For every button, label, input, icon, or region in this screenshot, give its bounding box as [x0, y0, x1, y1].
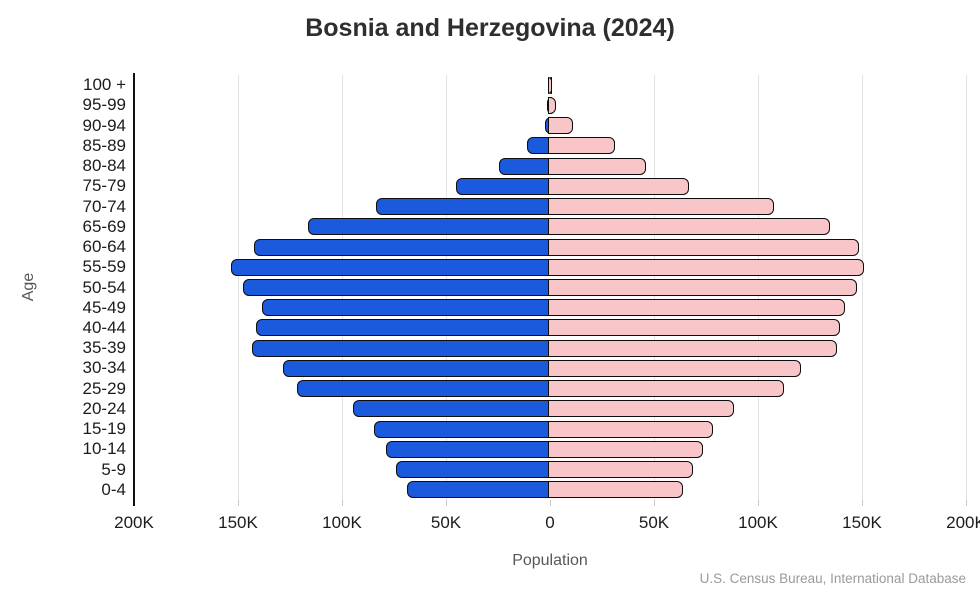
bar-female-30-34 [548, 359, 801, 377]
bar-male-0-4 [406, 481, 552, 499]
age-label-40-44: 40-44 [82, 317, 126, 337]
x-tick-mark-3 [446, 500, 447, 506]
bar-female-60-64 [548, 238, 859, 256]
x-tick-mark-4 [550, 500, 551, 506]
bar-female-55-59 [548, 258, 865, 276]
x-tick-mark-8 [966, 500, 967, 506]
x-tick-mark-7 [862, 500, 863, 506]
age-label-70-74: 70-74 [82, 196, 126, 216]
age-label-60-64: 60-64 [82, 237, 126, 257]
bar-female-25-29 [548, 380, 784, 398]
bar-female-65-69 [548, 218, 830, 236]
bar-female-5-9 [548, 461, 694, 479]
bar-male-60-64 [253, 238, 552, 256]
age-label-50-54: 50-54 [82, 277, 126, 297]
x-tick-mark-6 [758, 500, 759, 506]
bar-female-0-4 [548, 481, 684, 499]
age-label-10-14: 10-14 [82, 439, 126, 459]
bar-female-100+ [548, 76, 553, 94]
age-label-65-69: 65-69 [82, 216, 126, 236]
age-label-45-49: 45-49 [82, 297, 126, 317]
x-axis-title: Population [512, 552, 588, 569]
x-tick-label-6: 100K [738, 513, 778, 532]
bar-female-45-49 [548, 299, 846, 317]
gridline-150K [862, 75, 863, 500]
age-label-85-89: 85-89 [82, 135, 126, 155]
bar-female-95-99 [548, 96, 556, 114]
bar-female-90-94 [548, 117, 573, 135]
x-tick-label-0: 200K [114, 513, 154, 532]
bar-female-50-54 [548, 278, 857, 296]
x-tick-label-2: 100K [322, 513, 362, 532]
age-label-0-4: 0-4 [101, 479, 126, 499]
age-label-90-94: 90-94 [82, 115, 126, 135]
age-label-95-99: 95-99 [82, 95, 126, 115]
age-label-30-34: 30-34 [82, 358, 126, 378]
x-tick-label-4: 0 [545, 513, 555, 532]
bar-male-5-9 [396, 461, 552, 479]
bar-male-65-69 [307, 218, 552, 236]
source-credit: U.S. Census Bureau, International Databa… [699, 571, 966, 586]
bar-female-70-74 [548, 198, 774, 216]
bar-male-80-84 [499, 157, 552, 175]
age-label-25-29: 25-29 [82, 378, 126, 398]
x-tick-mark-1 [238, 500, 239, 506]
bar-male-70-74 [376, 198, 552, 216]
age-label-75-79: 75-79 [82, 176, 126, 196]
bar-female-10-14 [548, 440, 703, 458]
bar-male-50-54 [243, 278, 552, 296]
bar-female-85-89 [548, 137, 616, 155]
age-label-15-19: 15-19 [82, 419, 126, 439]
age-label-55-59: 55-59 [82, 257, 126, 277]
bar-male-40-44 [255, 319, 552, 337]
bar-male-45-49 [261, 299, 552, 317]
age-label-80-84: 80-84 [82, 156, 126, 176]
gridline-200K [966, 75, 967, 500]
bar-female-15-19 [548, 420, 714, 438]
y-axis-title: Age [20, 272, 37, 302]
bar-male-20-24 [353, 400, 552, 418]
bar-female-75-79 [548, 177, 690, 195]
y-axis-line [133, 73, 135, 506]
x-tick-label-5: 50K [638, 513, 670, 532]
bar-female-40-44 [548, 319, 841, 337]
bar-female-20-24 [548, 400, 735, 418]
bar-male-15-19 [374, 420, 552, 438]
age-label-100+: 100 + [82, 75, 126, 95]
age-label-35-39: 35-39 [82, 338, 126, 358]
age-label-20-24: 20-24 [82, 398, 126, 418]
gridline-150K [238, 75, 239, 500]
chart-title: Bosnia and Herzegovina (2024) [305, 14, 675, 42]
x-tick-label-3: 50K [430, 513, 462, 532]
bar-male-10-14 [385, 440, 552, 458]
x-tick-label-1: 150K [218, 513, 258, 532]
x-tick-label-8: 200K [946, 513, 980, 532]
bar-male-25-29 [297, 380, 552, 398]
bar-male-35-39 [251, 339, 552, 357]
bar-female-35-39 [548, 339, 837, 357]
x-tick-mark-2 [342, 500, 343, 506]
x-tick-label-7: 150K [842, 513, 882, 532]
age-label-5-9: 5-9 [101, 459, 126, 479]
bar-female-80-84 [548, 157, 646, 175]
bar-male-55-59 [230, 258, 552, 276]
bar-male-75-79 [456, 177, 552, 195]
x-tick-mark-5 [654, 500, 655, 506]
bar-male-30-34 [282, 359, 552, 377]
